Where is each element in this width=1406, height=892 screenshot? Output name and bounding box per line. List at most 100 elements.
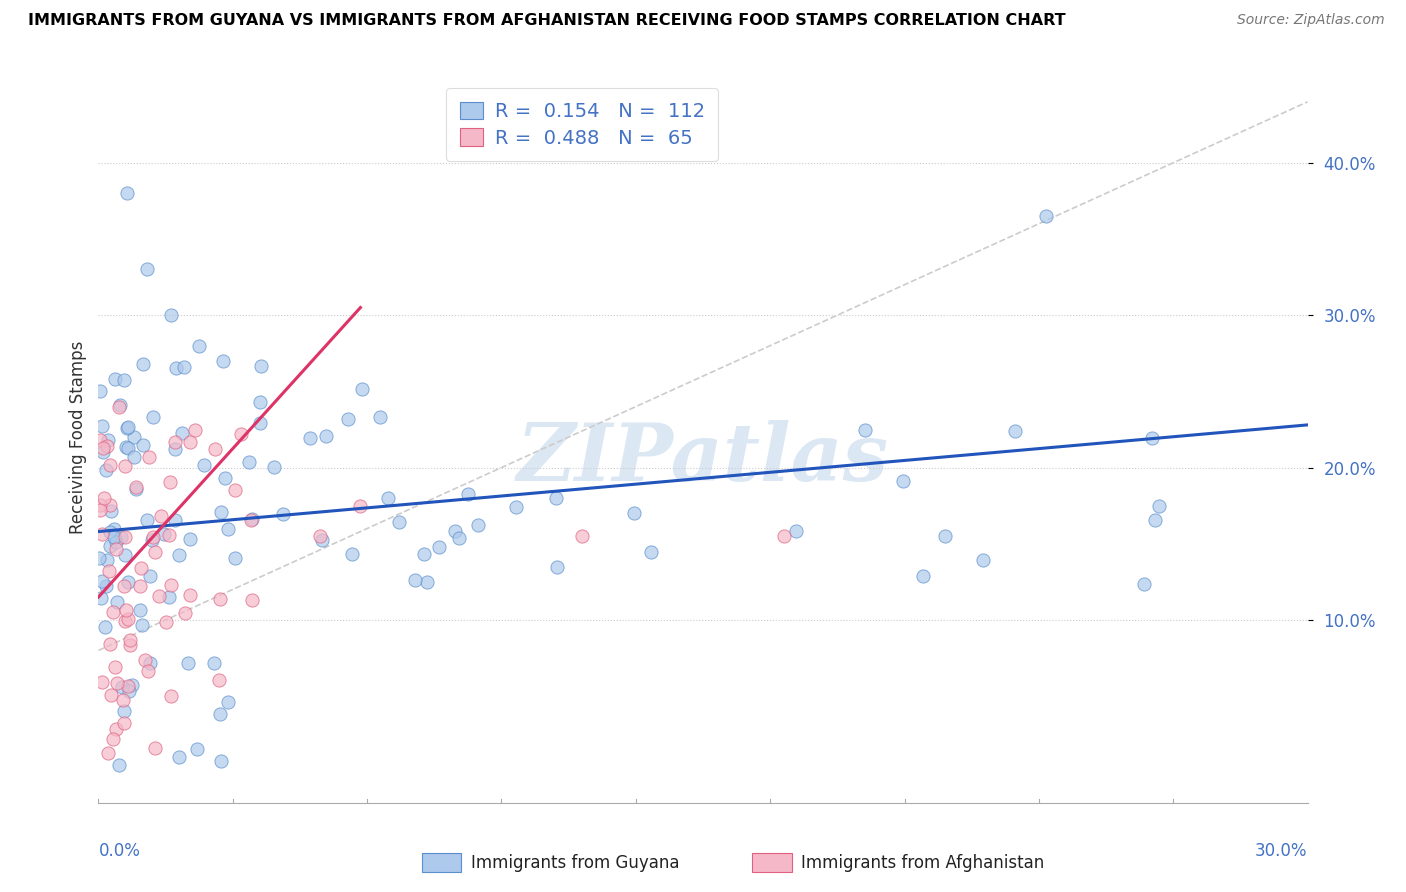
Point [972,553,994,567]
Point [163,434,186,449]
Point [98,637,121,651]
Point [134,653,156,667]
Point [238,455,260,469]
Point [124,480,146,494]
Point [912,569,935,583]
Point [377,491,399,506]
Point [467,517,489,532]
Point [193,458,215,472]
Point [105,594,128,608]
Point [337,412,360,426]
Point [115,186,138,201]
Point [157,590,180,604]
Point [105,535,128,549]
Point [249,359,271,373]
Point [98,539,121,553]
Point [160,577,183,591]
Point [214,470,236,484]
Point [173,359,195,374]
Point [309,529,332,543]
Point [209,505,232,519]
Point [155,615,177,629]
Point [179,588,201,602]
Point [188,338,211,352]
Point [311,533,333,547]
Point [1133,577,1156,591]
Point [239,513,262,527]
Point [100,504,122,518]
Point [115,603,138,617]
Point [153,526,176,541]
Point [93,491,115,505]
Point [120,633,142,648]
Point [115,421,138,435]
Point [142,530,165,544]
Point [111,692,134,706]
Point [136,665,159,679]
Point [114,459,136,474]
Point [204,442,226,457]
Point [117,679,139,693]
Point [103,530,125,544]
Point [110,680,132,694]
Point [157,527,180,541]
Point [263,459,285,474]
Point [388,515,411,529]
Point [91,419,114,434]
Point [104,660,127,674]
Point [87,550,110,565]
Point [179,435,201,450]
Point [105,675,128,690]
Point [110,530,132,544]
Point [934,529,956,543]
Point [94,579,117,593]
Point [217,522,239,536]
Point [165,442,187,456]
Point [179,532,201,546]
Point [404,573,426,587]
Point [117,684,139,698]
Point [142,410,165,425]
Point [167,750,190,764]
Point [159,475,181,490]
Point [128,578,150,592]
Point [105,541,128,556]
Point [91,441,114,455]
Point [90,675,112,690]
Point [231,426,253,441]
Point [112,579,135,593]
Point [114,549,136,563]
Point [107,757,129,772]
Point [110,398,132,412]
Text: Immigrants from Afghanistan: Immigrants from Afghanistan [801,854,1045,871]
Point [98,458,121,472]
Point [121,678,143,692]
Point [143,740,166,755]
Point [169,548,191,562]
Point [457,487,479,501]
Point [117,612,139,626]
Point [117,442,139,456]
Point [217,695,239,709]
Point [143,545,166,559]
Point [94,463,117,477]
Point [249,395,271,409]
Point [114,530,136,544]
Point [623,506,645,520]
Point [165,360,187,375]
Point [112,373,135,387]
Point [128,603,150,617]
Text: 30.0%: 30.0% [1256,842,1308,860]
Point [224,550,246,565]
Point [89,498,111,512]
Text: 0.0%: 0.0% [98,842,141,860]
Point [160,308,183,322]
Point [132,438,155,452]
Point [98,564,121,578]
Point [129,560,152,574]
Point [114,615,136,629]
Point [571,529,593,543]
Point [1004,424,1026,438]
Point [444,524,467,538]
Point [112,704,135,718]
